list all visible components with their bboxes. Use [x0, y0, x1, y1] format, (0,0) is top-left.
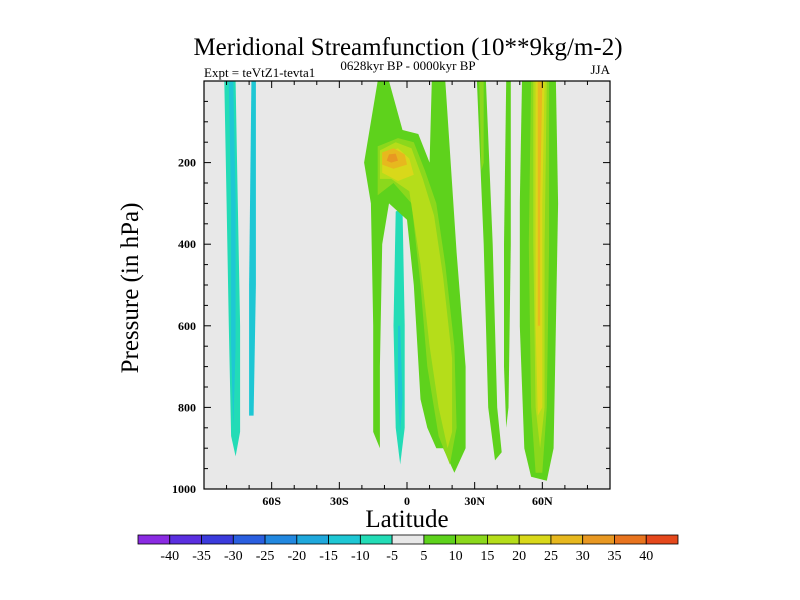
colorbar-label: -35	[192, 549, 211, 564]
y-tick-label: 1000	[172, 482, 196, 496]
colorbar-box	[455, 534, 488, 545]
colorbar-label: 20	[512, 549, 526, 564]
time-range-label: 0628kyr BP - 0000kyr BP	[340, 58, 475, 73]
x-tick-label: 60S	[262, 494, 281, 508]
contour-tropical-negative-core	[398, 325, 403, 432]
colorbar-box	[614, 534, 647, 545]
colorbar-box	[201, 534, 234, 545]
y-tick-label: 400	[178, 237, 196, 251]
colorbar-label: 35	[607, 549, 621, 564]
colorbar-label: 10	[449, 549, 463, 564]
y-tick-label: 800	[178, 400, 196, 414]
y-tick-label: 200	[178, 156, 196, 170]
contour-sh-far-core	[228, 81, 236, 428]
contour-nh-mid-inner	[479, 81, 484, 171]
colorbar-box	[137, 534, 171, 545]
contour-eq-band-plus15	[379, 142, 453, 449]
colorbar-label: -30	[224, 549, 243, 564]
colorbar-box	[328, 534, 361, 545]
colorbar-label: -15	[319, 549, 338, 564]
colorbar-box	[487, 534, 520, 545]
colorbar-label: -5	[386, 549, 398, 564]
chart-title: Meridional Streamfunction (10**9kg/m-2)	[193, 34, 622, 61]
colorbar-box	[264, 534, 298, 545]
season-label: JJA	[590, 62, 610, 77]
contour-sh-strip	[249, 81, 256, 416]
colorbar-label: 25	[544, 549, 558, 564]
colorbar-box	[582, 534, 615, 545]
colorbar-box	[518, 534, 552, 545]
contour-eq-band-plus30	[386, 153, 398, 163]
y-axis: 200 400 600 800 1000	[172, 80, 610, 496]
colorbar-label: -40	[160, 549, 179, 564]
contour-nh-high-plus5	[504, 81, 511, 428]
x-axis-label: Latitude	[365, 506, 448, 533]
x-axis: 60S 30S 0 30N 60N	[203, 81, 611, 508]
colorbar-box	[232, 534, 266, 545]
contour-nh-mid-plus5	[476, 81, 502, 461]
x-tick-label: 30S	[330, 494, 349, 508]
colorbar-label: 30	[576, 549, 590, 564]
colorbar-box	[296, 534, 329, 545]
contour-fills	[224, 81, 559, 481]
colorbar-label: 15	[480, 549, 494, 564]
colorbar-label: -25	[256, 549, 275, 564]
colorbar: -40 -35 -30 -25 -20 -15 -10 -5 5 10 15 20 25 30 35 40	[137, 534, 679, 564]
colorbar-box	[550, 534, 584, 545]
colorbar-box	[169, 534, 202, 545]
colorbar-label: -10	[351, 549, 370, 564]
y-axis-label: Pressure (in hPa)	[117, 203, 144, 374]
y-tick-label: 600	[178, 319, 196, 333]
colorbar-box	[359, 534, 393, 545]
experiment-label: Expt = teVtZ1-tevta1	[204, 65, 315, 80]
colorbar-label: 40	[639, 549, 653, 564]
contour-nh-main-plus25	[537, 81, 543, 326]
x-tick-label: 0	[404, 494, 410, 508]
colorbar-box	[391, 534, 425, 545]
colorbar-box	[645, 534, 679, 545]
colorbar-label: -20	[287, 549, 306, 564]
plot-area	[203, 80, 611, 490]
colorbar-box	[423, 534, 457, 545]
x-tick-label: 60N	[532, 494, 553, 508]
x-tick-label: 30N	[464, 494, 485, 508]
colorbar-label: 5	[420, 549, 427, 564]
